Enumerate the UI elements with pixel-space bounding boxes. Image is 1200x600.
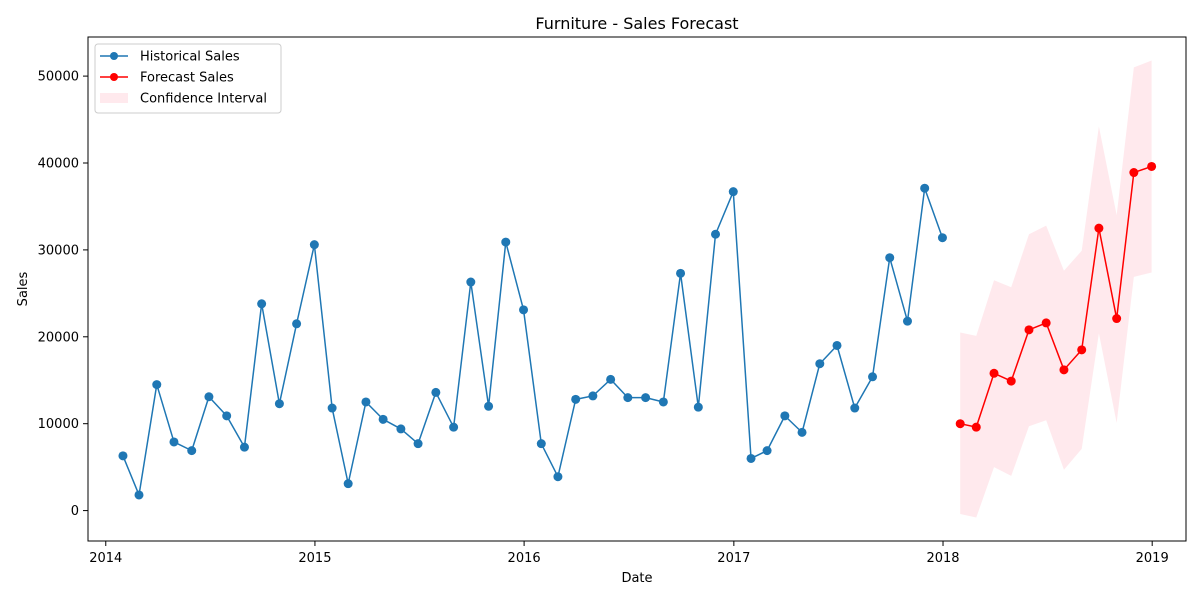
- data-point: [134, 490, 144, 500]
- data-point: [606, 374, 616, 384]
- legend-entry-historical: Historical Sales: [100, 50, 240, 65]
- data-point: [571, 394, 581, 404]
- data-point: [413, 439, 423, 449]
- data-point: [1147, 161, 1157, 171]
- data-point: [588, 391, 598, 401]
- series-line: [122, 187, 944, 496]
- data-point: [815, 359, 825, 369]
- series-1: [955, 161, 1157, 432]
- plot-area: [118, 60, 1157, 518]
- legend-historical-marker: [110, 52, 118, 60]
- data-point: [641, 393, 651, 403]
- data-point: [989, 368, 999, 378]
- y-tick-label: 30000: [38, 243, 79, 258]
- data-point: [466, 277, 476, 287]
- data-point: [850, 403, 860, 413]
- data-point: [274, 399, 284, 409]
- plot-frame: [87, 36, 1187, 542]
- data-point: [797, 427, 807, 437]
- legend-forecast-marker: [110, 73, 118, 81]
- data-point: [1094, 223, 1104, 233]
- y-tick-label: 40000: [38, 157, 79, 172]
- data-point: [676, 268, 686, 278]
- data-point: [327, 403, 337, 413]
- data-point: [292, 319, 302, 329]
- data-point: [309, 240, 319, 250]
- confidence-interval-layer: [960, 60, 1152, 518]
- data-point: [1024, 325, 1034, 335]
- legend-confidence-patch: [100, 93, 128, 103]
- data-point: [711, 229, 721, 239]
- legend-entry-confidence: Confidence Interval: [100, 92, 267, 107]
- data-point: [1041, 318, 1051, 328]
- legend-historical-label: Historical Sales: [140, 50, 240, 65]
- data-point: [378, 414, 388, 424]
- legend-confidence-label: Confidence Interval: [140, 92, 267, 107]
- y-tick-label: 50000: [38, 70, 79, 85]
- data-point: [832, 340, 842, 350]
- data-point: [152, 380, 162, 390]
- data-point: [361, 397, 371, 407]
- confidence-interval-band: [960, 60, 1152, 518]
- data-point: [118, 451, 128, 461]
- data-point: [396, 424, 406, 434]
- data-point: [868, 372, 878, 382]
- data-point: [1059, 365, 1069, 375]
- data-point: [728, 187, 738, 197]
- data-point: [222, 411, 232, 421]
- x-tick-label: 2015: [298, 551, 331, 566]
- data-point: [937, 233, 947, 243]
- data-point: [1112, 314, 1122, 324]
- legend-forecast-label: Forecast Sales: [140, 71, 234, 86]
- data-point: [239, 442, 249, 452]
- series-layer: [118, 161, 1157, 500]
- data-point: [1006, 376, 1016, 386]
- data-point: [746, 453, 756, 463]
- x-tick-label: 2017: [717, 551, 750, 566]
- x-tick-label: 2018: [926, 551, 959, 566]
- y-tick-label: 10000: [38, 417, 79, 432]
- data-point: [658, 397, 668, 407]
- data-point: [693, 402, 703, 412]
- y-tick-label: 0: [71, 504, 79, 519]
- y-axis: 0 10000 20000 30000 40000 50000: [38, 70, 88, 519]
- data-point: [169, 437, 179, 447]
- data-point: [536, 439, 546, 449]
- data-point: [484, 401, 494, 411]
- data-point: [449, 422, 459, 432]
- legend: Historical Sales Forecast Sales Confiden…: [94, 43, 282, 114]
- data-point: [431, 387, 441, 397]
- data-point: [955, 419, 965, 429]
- x-tick-label: 2019: [1136, 551, 1169, 566]
- data-point: [971, 422, 981, 432]
- data-point: [1129, 168, 1139, 178]
- data-point: [204, 392, 214, 402]
- data-point: [902, 316, 912, 326]
- x-axis-title: Date: [621, 571, 652, 586]
- data-point: [257, 299, 267, 309]
- data-point: [623, 393, 633, 403]
- legend-entry-forecast: Forecast Sales: [100, 71, 234, 86]
- x-tick-label: 2016: [508, 551, 541, 566]
- data-point: [762, 446, 772, 456]
- data-point: [187, 446, 197, 456]
- x-axis: 2014 2015 2016 2017 2018 2019: [89, 541, 1169, 566]
- legend-box: [94, 43, 282, 114]
- data-point: [519, 305, 529, 315]
- y-axis-title: Sales: [16, 271, 31, 306]
- y-tick-label: 20000: [38, 330, 79, 345]
- data-point: [885, 253, 895, 263]
- data-point: [343, 479, 353, 489]
- chart-title: Furniture - Sales Forecast: [535, 14, 738, 33]
- data-point: [501, 237, 511, 247]
- data-point: [920, 183, 930, 193]
- data-point: [553, 472, 563, 482]
- series-0: [118, 183, 947, 500]
- data-point: [1077, 345, 1087, 355]
- x-tick-label: 2014: [89, 551, 122, 566]
- data-point: [780, 411, 790, 421]
- series-line: [960, 165, 1152, 428]
